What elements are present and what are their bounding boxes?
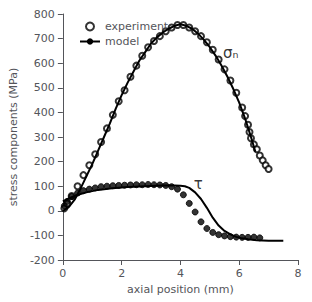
svg-text:4: 4 <box>177 267 184 280</box>
svg-text:8: 8 <box>295 267 302 280</box>
svg-text:6: 6 <box>236 267 243 280</box>
svg-text:axial position (mm): axial position (mm) <box>127 283 234 296</box>
svg-text:τ: τ <box>194 175 203 193</box>
svg-text:-100: -100 <box>30 229 55 242</box>
svg-text:stress components (MPa): stress components (MPa) <box>7 68 20 206</box>
svg-text:0: 0 <box>48 204 55 217</box>
svg-text:0: 0 <box>59 267 66 280</box>
svg-text:-200: -200 <box>30 254 55 267</box>
svg-text:100: 100 <box>34 180 55 193</box>
svg-text:400: 400 <box>34 106 55 119</box>
svg-text:σₙ: σₙ <box>223 44 239 62</box>
svg-text:200: 200 <box>34 155 55 168</box>
svg-text:model: model <box>105 35 139 48</box>
svg-text:700: 700 <box>34 32 55 45</box>
svg-text:500: 500 <box>34 81 55 94</box>
svg-text:800: 800 <box>34 8 55 21</box>
svg-text:experiment: experiment <box>105 20 169 33</box>
svg-text:600: 600 <box>34 57 55 70</box>
svg-text:300: 300 <box>34 131 55 144</box>
svg-text:2: 2 <box>118 267 125 280</box>
